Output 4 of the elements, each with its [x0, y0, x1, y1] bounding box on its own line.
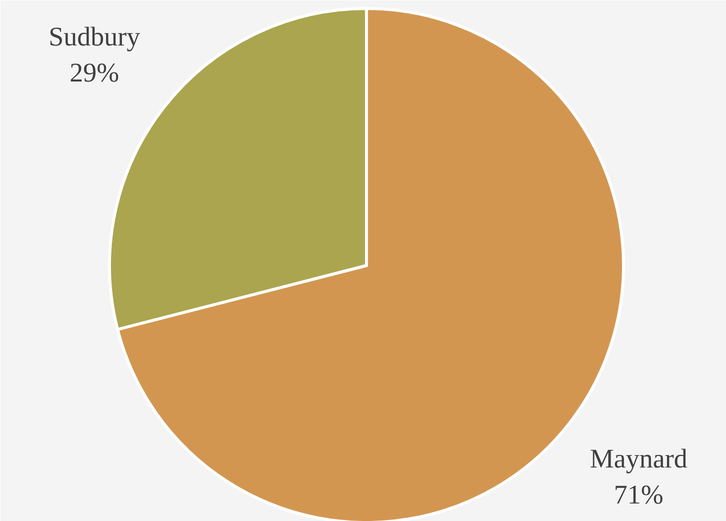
- data-label: 71%: [614, 480, 664, 510]
- slice-label: Sudbury: [48, 21, 141, 52]
- data-label: 29%: [70, 57, 120, 88]
- slice-label: Maynard: [590, 444, 688, 474]
